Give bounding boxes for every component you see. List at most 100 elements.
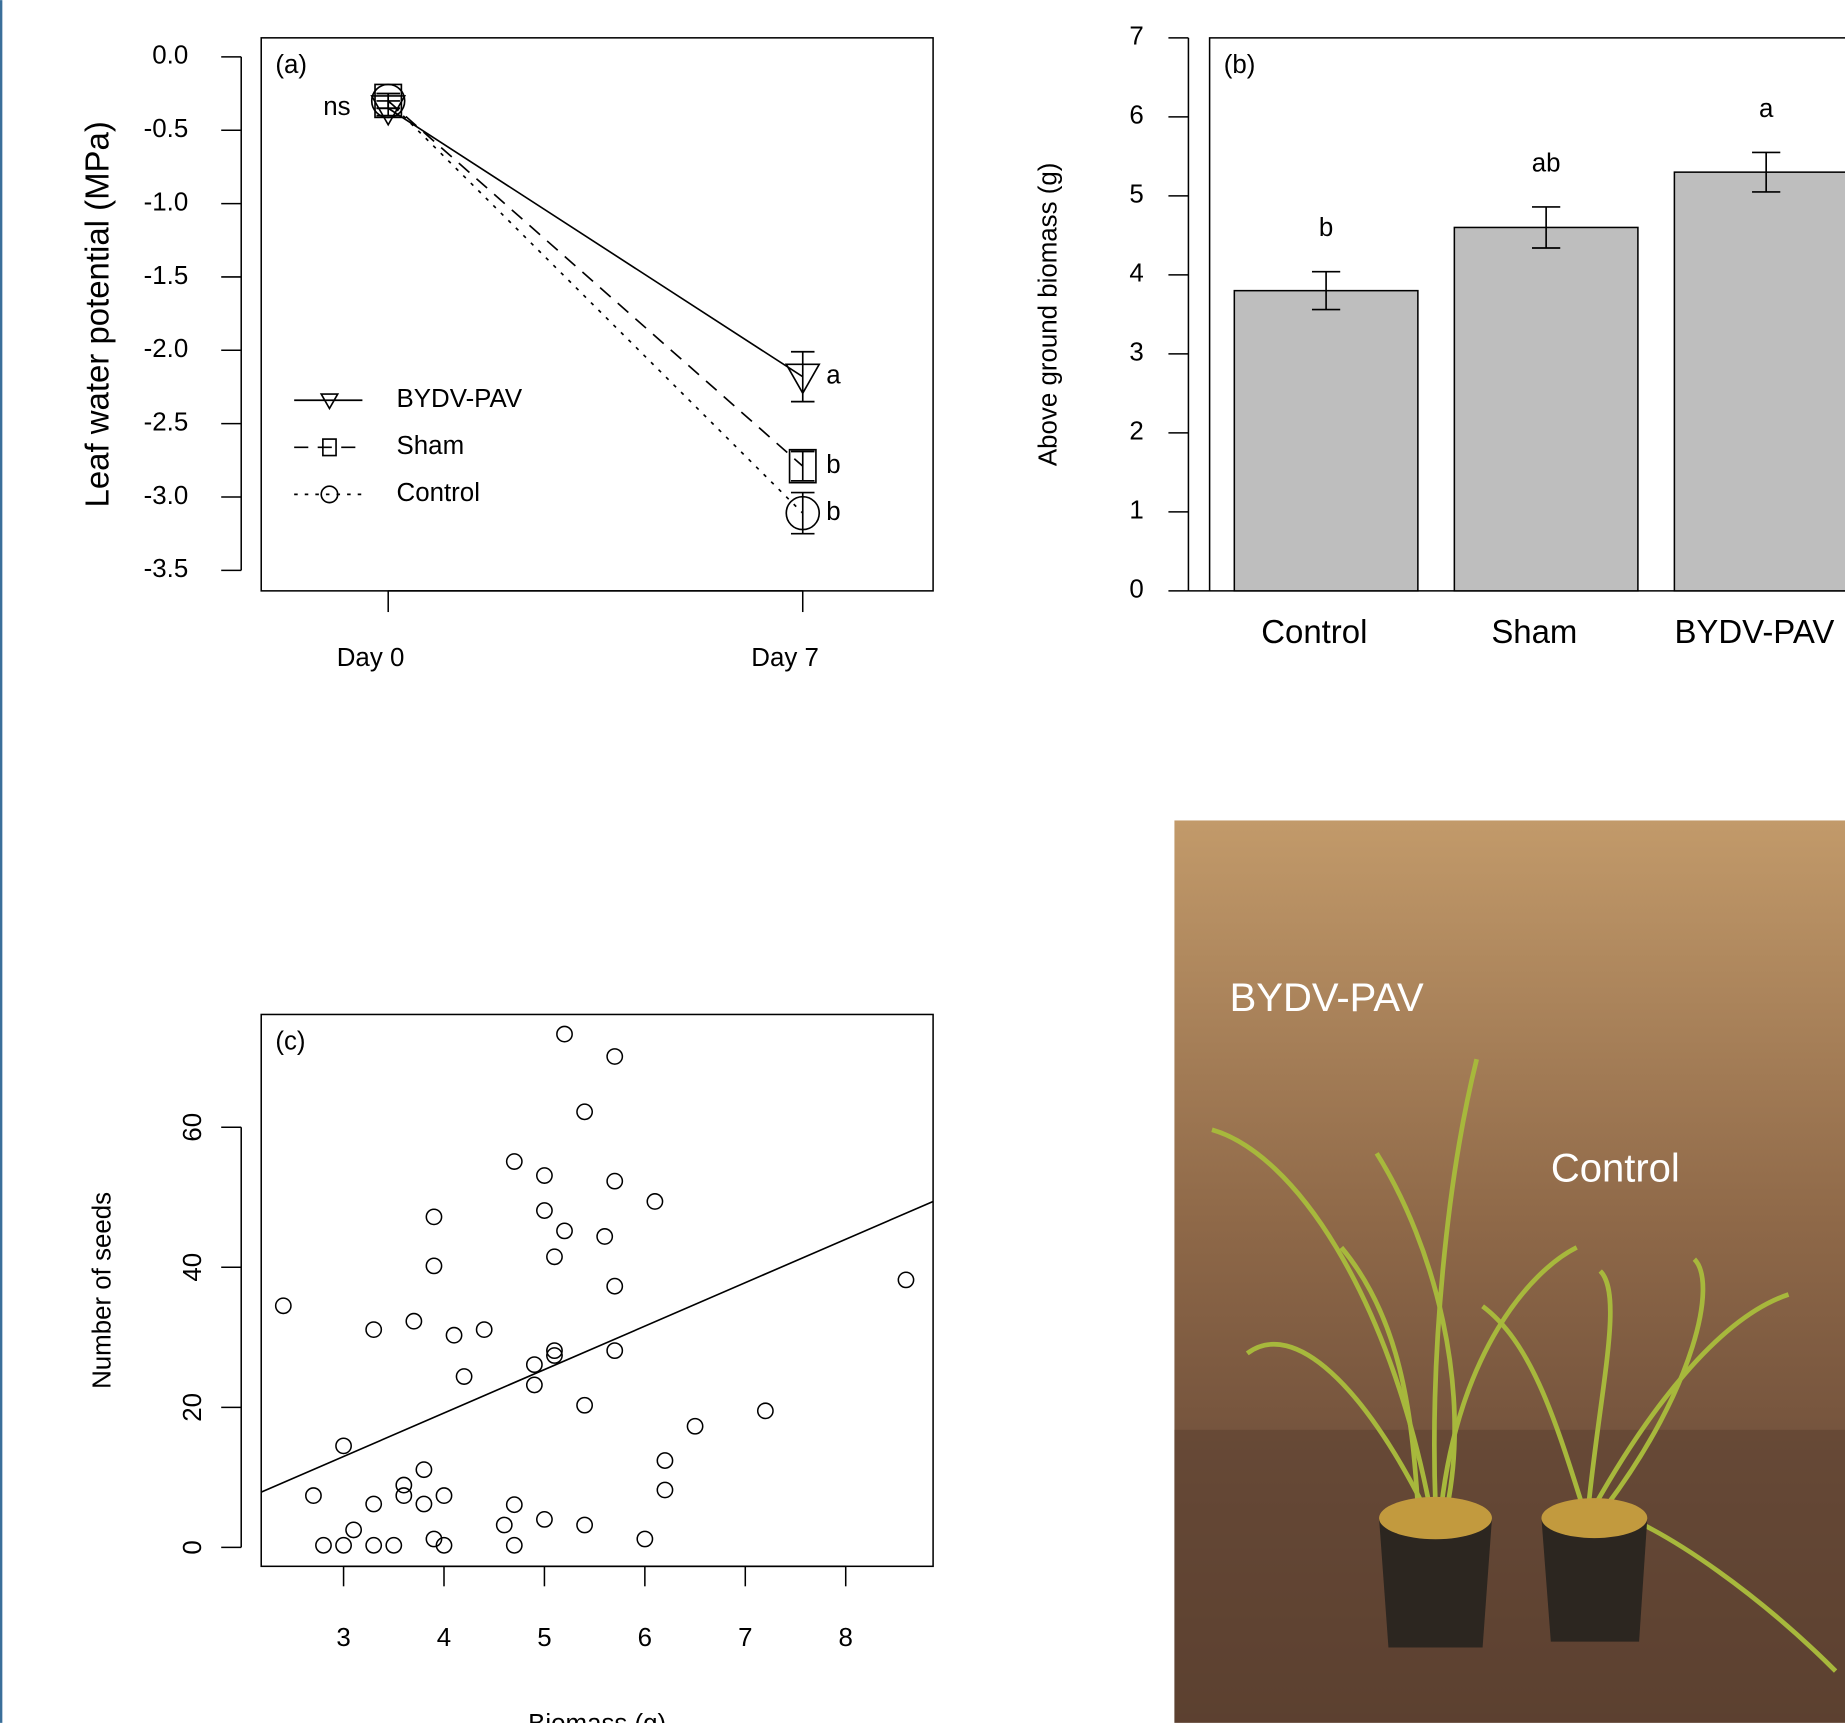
category-note: ns [323,93,350,121]
x-tick-label: Day 0 [337,644,405,672]
point [607,1049,622,1064]
group-letter: b [826,498,840,526]
panel-label: (b) [1224,51,1256,79]
group-letter: a [826,362,841,390]
group-letter: b [1319,214,1333,242]
y-tick-label: 0.0 [152,42,188,70]
y-tick-label: 5 [1129,181,1143,209]
point [577,1517,592,1532]
series-line [388,108,803,376]
photo-label: BYDV-PAV [1230,976,1424,1020]
group-letter: b [826,451,840,479]
point [446,1328,461,1343]
point [346,1522,361,1537]
point [456,1369,471,1384]
point [416,1496,431,1511]
x-axis-label: Biomass (g) [528,1710,666,1723]
point [597,1229,612,1244]
y-tick-label: -3.0 [144,482,189,510]
y-tick-label: 6 [1129,102,1143,130]
marker [321,394,337,408]
point [607,1173,622,1188]
point [577,1104,592,1119]
point [336,1438,351,1453]
y-tick-label: 4 [1129,260,1143,288]
point [557,1223,572,1238]
y-tick-label: 0 [1129,576,1143,604]
point [396,1488,411,1503]
point [607,1343,622,1358]
y-axis-label: Number of seeds [88,1192,116,1389]
point [527,1357,542,1372]
soil [1379,1497,1492,1539]
photo: BYDV-PAV Control [1174,820,1845,1723]
x-tick-label: 7 [738,1624,752,1652]
bar [1674,172,1845,591]
figure: 0.0-0.5-1.0-1.5-2.0-2.5-3.0-3.5Leaf wate… [0,0,1845,1723]
group-letter: ab [1532,149,1561,177]
y-tick-label: 1 [1129,497,1143,525]
y-tick-label: -1.5 [144,262,189,290]
point [507,1538,522,1553]
point [657,1453,672,1468]
point [557,1026,572,1041]
point [547,1249,562,1264]
y-tick-label: -3.5 [144,555,189,583]
point [657,1482,672,1497]
panel-label: (a) [275,51,307,79]
x-tick-label: 3 [336,1624,350,1652]
x-tick-label: Sham [1491,613,1577,650]
point [276,1298,291,1313]
point [386,1538,401,1553]
y-tick-label: 20 [179,1393,207,1422]
point [507,1497,522,1512]
x-tick-label: 8 [839,1624,853,1652]
error-bar [791,452,815,481]
x-tick-label: BYDV-PAV [1674,613,1834,650]
point [366,1322,381,1337]
point [577,1398,592,1413]
point [637,1531,652,1546]
y-tick-label: 40 [179,1253,207,1282]
photo-label: Control [1551,1147,1680,1191]
point [898,1272,913,1287]
point [366,1496,381,1511]
bar [1234,291,1418,591]
photo-floor [1174,1430,1845,1723]
point [687,1419,702,1434]
point [537,1512,552,1527]
x-tick-label: 4 [437,1624,451,1652]
y-axis-label: Leaf water potential (MPa) [79,121,116,507]
point [497,1517,512,1532]
plot-frame [261,1014,933,1566]
fit-line [261,1201,933,1492]
soil [1541,1498,1647,1538]
point [436,1488,451,1503]
y-tick-label: 7 [1129,23,1143,51]
x-tick-label: Day 7 [751,644,819,672]
x-tick-label: Control [1261,613,1367,650]
point [527,1377,542,1392]
point [477,1322,492,1337]
legend-label: Sham [397,432,465,460]
y-tick-label: -2.5 [144,408,189,436]
point [366,1538,381,1553]
point [416,1462,431,1477]
point [758,1403,773,1418]
point [306,1488,321,1503]
point [336,1538,351,1553]
panel-label: (c) [275,1028,305,1056]
legend-label: Control [397,479,480,507]
point [316,1538,331,1553]
point [507,1154,522,1169]
y-tick-label: 60 [179,1113,207,1142]
point [537,1168,552,1183]
y-tick-label: -1.0 [144,188,189,216]
point [406,1314,421,1329]
y-tick-label: -2.0 [144,335,189,363]
point [426,1209,441,1224]
point [647,1194,662,1209]
legend-label: BYDV-PAV [397,385,523,413]
group-letter: a [1759,95,1774,123]
x-tick-label: 6 [638,1624,652,1652]
